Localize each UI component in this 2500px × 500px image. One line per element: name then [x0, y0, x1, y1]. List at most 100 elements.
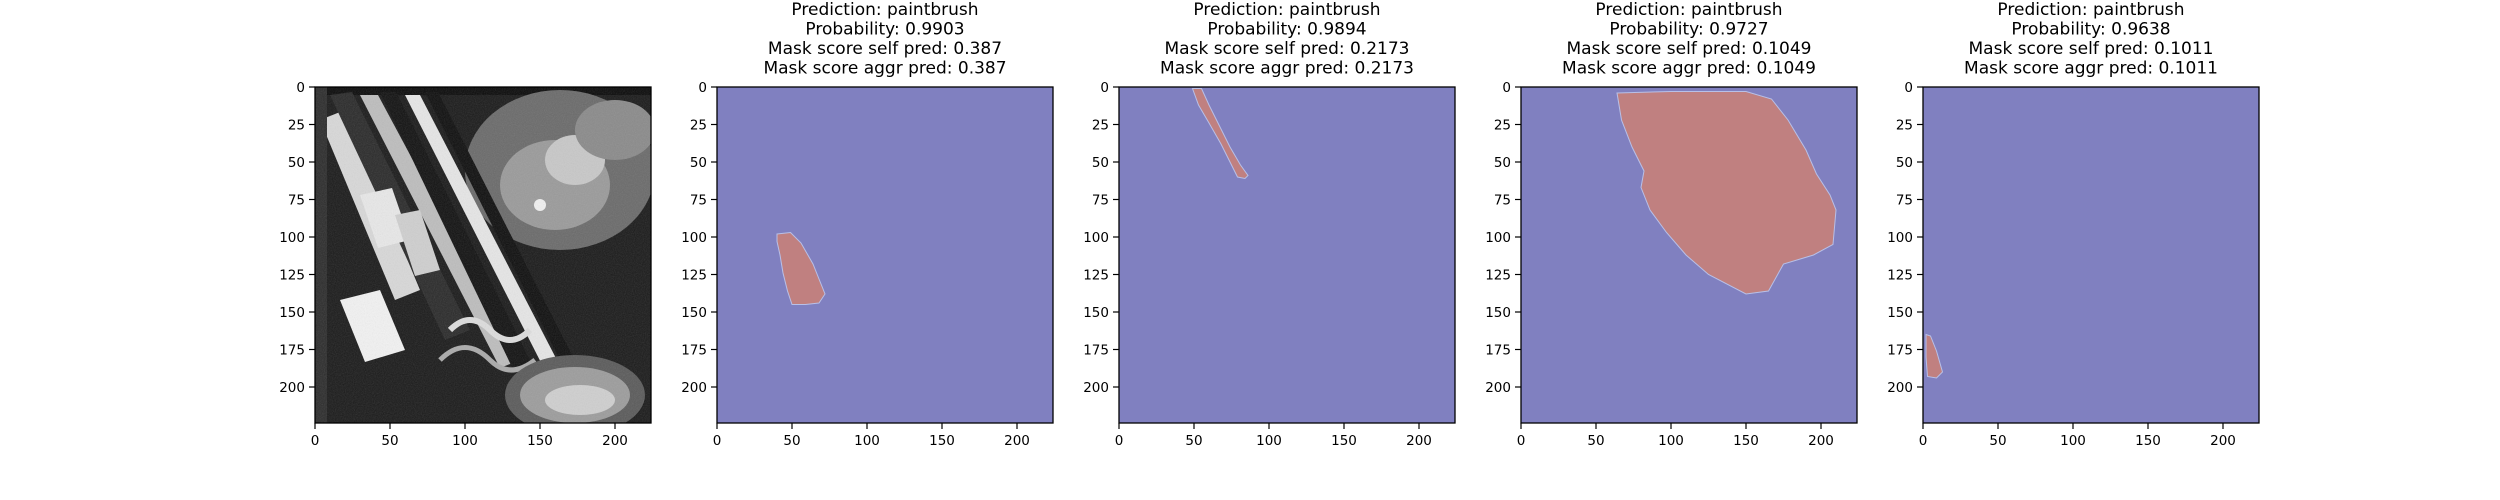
y-tick-label: 125 [279, 268, 305, 284]
title-line-4: Mask score aggr pred: 0.1011 [1964, 59, 2218, 79]
y-tick-label: 200 [1083, 380, 1109, 396]
title: Prediction: paintbrush Probability: 0.96… [1964, 0, 2218, 79]
x-ticks: 0 50 100 150 200 [1919, 423, 2236, 449]
y-tick-label: 150 [681, 305, 707, 321]
x-ticks: 0 50 100 150 200 [1517, 423, 1834, 449]
x-tick-label: 0 [1115, 433, 1124, 449]
y-tick-label: 175 [1887, 343, 1913, 359]
x-tick-label: 0 [311, 433, 320, 449]
y-tick-label: 25 [1092, 118, 1109, 134]
y-tick-label: 125 [1887, 268, 1913, 284]
x-tick-label: 200 [1004, 433, 1030, 449]
y-tick-label: 125 [1083, 268, 1109, 284]
axes-frame [314, 86, 652, 424]
x-tick-label: 100 [452, 433, 478, 449]
title-line-1: Prediction: paintbrush [1193, 0, 1380, 20]
axes-frame [1520, 86, 1858, 424]
y-tick-label: 125 [1485, 268, 1511, 284]
panel-5: Prediction: paintbrush Probability: 0.96… [1887, 0, 2260, 449]
title-line-3: Mask score self pred: 0.2173 [1165, 39, 1410, 59]
x-tick-label: 50 [783, 433, 800, 449]
y-tick-label: 125 [681, 268, 707, 284]
x-ticks: 0 50 100 150 200 [311, 423, 628, 449]
title-line-3: Mask score self pred: 0.1049 [1567, 39, 1812, 59]
y-tick-label: 50 [690, 155, 707, 171]
mask-region [1616, 91, 1837, 295]
title-line-4: Mask score aggr pred: 0.2173 [1160, 59, 1414, 79]
x-tick-label: 0 [713, 433, 722, 449]
x-tick-label: 100 [854, 433, 880, 449]
title-line-1: Prediction: paintbrush [791, 0, 978, 20]
y-ticks: 0 25 50 75 100 125 150 175 200 [681, 80, 717, 396]
y-ticks: 0 25 50 75 100 125 150 175 200 [1083, 80, 1119, 396]
y-ticks: 0 25 50 75 100 125 150 175 200 [1887, 80, 1923, 396]
y-ticks: 0 25 50 75 100 125 150 175 200 [279, 80, 315, 396]
y-tick-label: 75 [1092, 193, 1109, 209]
y-tick-label: 150 [1485, 305, 1511, 321]
y-tick-label: 0 [1502, 80, 1511, 96]
mask-background [1923, 87, 2259, 423]
y-tick-label: 25 [690, 118, 707, 134]
title-line-2: Probability: 0.9894 [1207, 20, 1366, 40]
y-tick-label: 50 [288, 155, 305, 171]
panel-2: Prediction: paintbrush Probability: 0.99… [681, 0, 1054, 449]
y-tick-label: 0 [1904, 80, 1913, 96]
y-tick-label: 200 [1887, 380, 1913, 396]
y-tick-label: 150 [1887, 305, 1913, 321]
y-tick-label: 75 [1896, 193, 1913, 209]
y-tick-label: 150 [279, 305, 305, 321]
y-tick-label: 25 [1494, 118, 1511, 134]
x-ticks: 0 50 100 150 200 [713, 423, 1030, 449]
title-line-3: Mask score self pred: 0.1011 [1969, 39, 2214, 59]
title-line-2: Probability: 0.9903 [805, 20, 964, 40]
y-tick-label: 50 [1092, 155, 1109, 171]
y-tick-label: 200 [279, 380, 305, 396]
x-tick-label: 150 [527, 433, 553, 449]
y-tick-label: 175 [1083, 343, 1109, 359]
y-tick-label: 50 [1896, 155, 1913, 171]
x-tick-label: 150 [1331, 433, 1357, 449]
y-tick-label: 75 [690, 193, 707, 209]
title: Prediction: paintbrush Probability: 0.98… [1160, 0, 1414, 79]
mask-background [717, 87, 1053, 423]
title: Prediction: paintbrush Probability: 0.97… [1562, 0, 1816, 79]
x-tick-label: 0 [1919, 433, 1928, 449]
panel-4: Prediction: paintbrush Probability: 0.97… [1485, 0, 1858, 449]
y-tick-label: 0 [1100, 80, 1109, 96]
axes-frame [716, 86, 1054, 424]
x-tick-label: 100 [2060, 433, 2086, 449]
x-ticks: 0 50 100 150 200 [1115, 423, 1432, 449]
x-tick-label: 100 [1256, 433, 1282, 449]
y-tick-label: 75 [288, 193, 305, 209]
axes-frame [1118, 86, 1456, 424]
title-line-4: Mask score aggr pred: 0.387 [763, 59, 1006, 79]
y-tick-label: 0 [296, 80, 305, 96]
x-tick-label: 0 [1517, 433, 1526, 449]
x-tick-label: 200 [602, 433, 628, 449]
mask-background [1119, 87, 1455, 423]
y-tick-label: 50 [1494, 155, 1511, 171]
y-tick-label: 100 [279, 230, 305, 246]
title-line-4: Mask score aggr pred: 0.1049 [1562, 59, 1816, 79]
title-line-1: Prediction: paintbrush [1997, 0, 2184, 20]
x-tick-label: 50 [1989, 433, 2006, 449]
mask-region [1925, 333, 1944, 379]
x-tick-label: 200 [1808, 433, 1834, 449]
y-tick-label: 100 [1083, 230, 1109, 246]
y-tick-label: 0 [698, 80, 707, 96]
x-tick-label: 50 [1587, 433, 1604, 449]
title-line-3: Mask score self pred: 0.387 [768, 39, 1002, 59]
title-line-2: Probability: 0.9638 [2011, 20, 2170, 40]
title: Prediction: paintbrush Probability: 0.99… [763, 0, 1006, 79]
y-ticks: 0 25 50 75 100 125 150 175 200 [1485, 80, 1521, 396]
mask-region [1191, 88, 1249, 180]
x-tick-label: 200 [2210, 433, 2236, 449]
photo-image [315, 87, 651, 423]
y-tick-label: 25 [288, 118, 305, 134]
title-line-1: Prediction: paintbrush [1595, 0, 1782, 20]
y-tick-label: 175 [279, 343, 305, 359]
x-tick-label: 150 [929, 433, 955, 449]
panel-3: Prediction: paintbrush Probability: 0.98… [1083, 0, 1456, 449]
x-tick-label: 50 [1185, 433, 1202, 449]
